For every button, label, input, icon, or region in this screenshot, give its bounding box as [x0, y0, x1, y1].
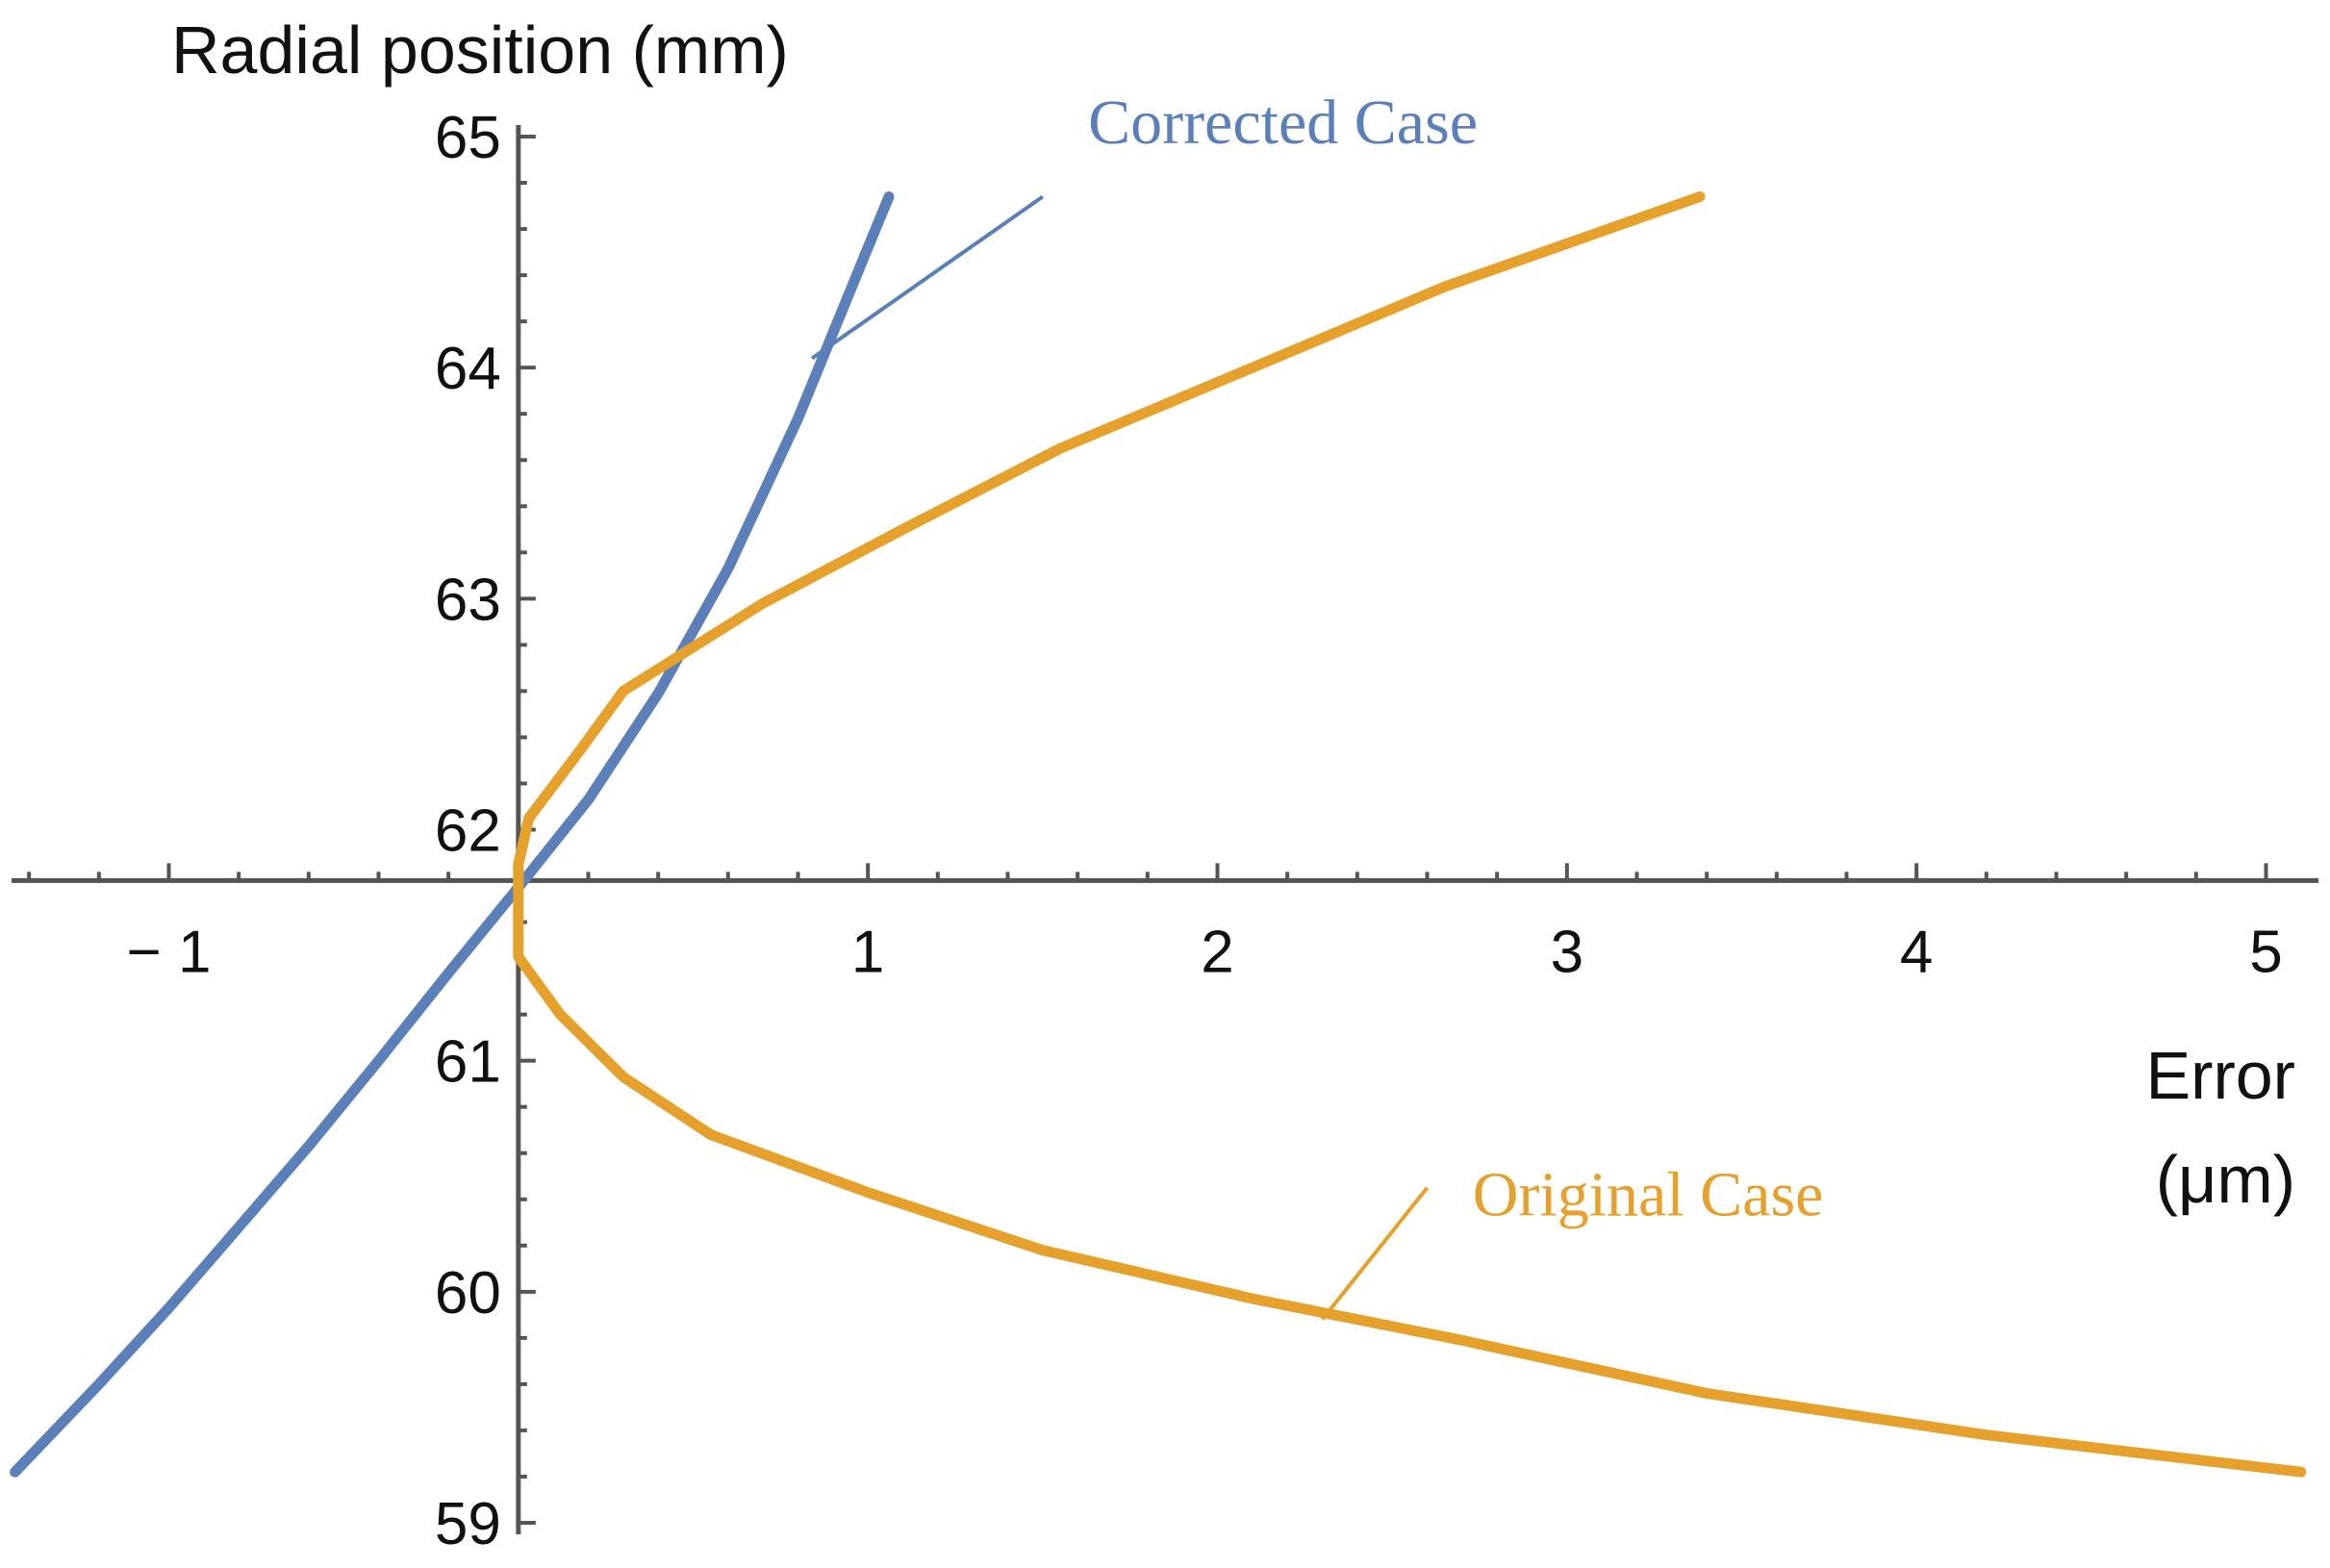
x-tick-label: − 1	[127, 919, 212, 985]
x-axis-unit: (μm)	[2156, 1142, 2295, 1217]
leader-line-corrected-case	[810, 194, 1044, 361]
series-layer	[10, 191, 2307, 1478]
x-tick-label: 1	[851, 919, 884, 985]
y-axis-title: Radial position (mm)	[171, 13, 789, 88]
x-tick-label: 2	[1201, 919, 1233, 985]
x-axis-title: Error	[2145, 1038, 2295, 1113]
series-label-corrected-case: Corrected Case	[1088, 88, 1478, 158]
x-tick-label: 3	[1551, 919, 1583, 985]
y-tick-label: 61	[435, 1029, 501, 1096]
series-line-original-case	[513, 191, 2307, 1478]
y-tick-label: 65	[435, 105, 501, 171]
x-tick-label: 4	[1900, 919, 1933, 985]
axes: − 1 1 2 3 4 5 59 60 61 62 63 64 65	[12, 105, 2318, 1557]
series-line-corrected-case	[10, 191, 895, 1478]
y-tick-label: 59	[435, 1491, 501, 1557]
y-tick-label: 63	[435, 567, 501, 633]
y-tick-label: 64	[435, 336, 501, 402]
annotation-layer: Corrected Case Original Case	[810, 88, 1824, 1321]
y-tick-label: 62	[435, 798, 501, 865]
y-tick-label: 60	[435, 1260, 501, 1327]
leader-line-original-case	[1320, 1186, 1430, 1321]
x-tick-label: 5	[2249, 919, 2282, 985]
series-label-original-case: Original Case	[1473, 1160, 1824, 1230]
